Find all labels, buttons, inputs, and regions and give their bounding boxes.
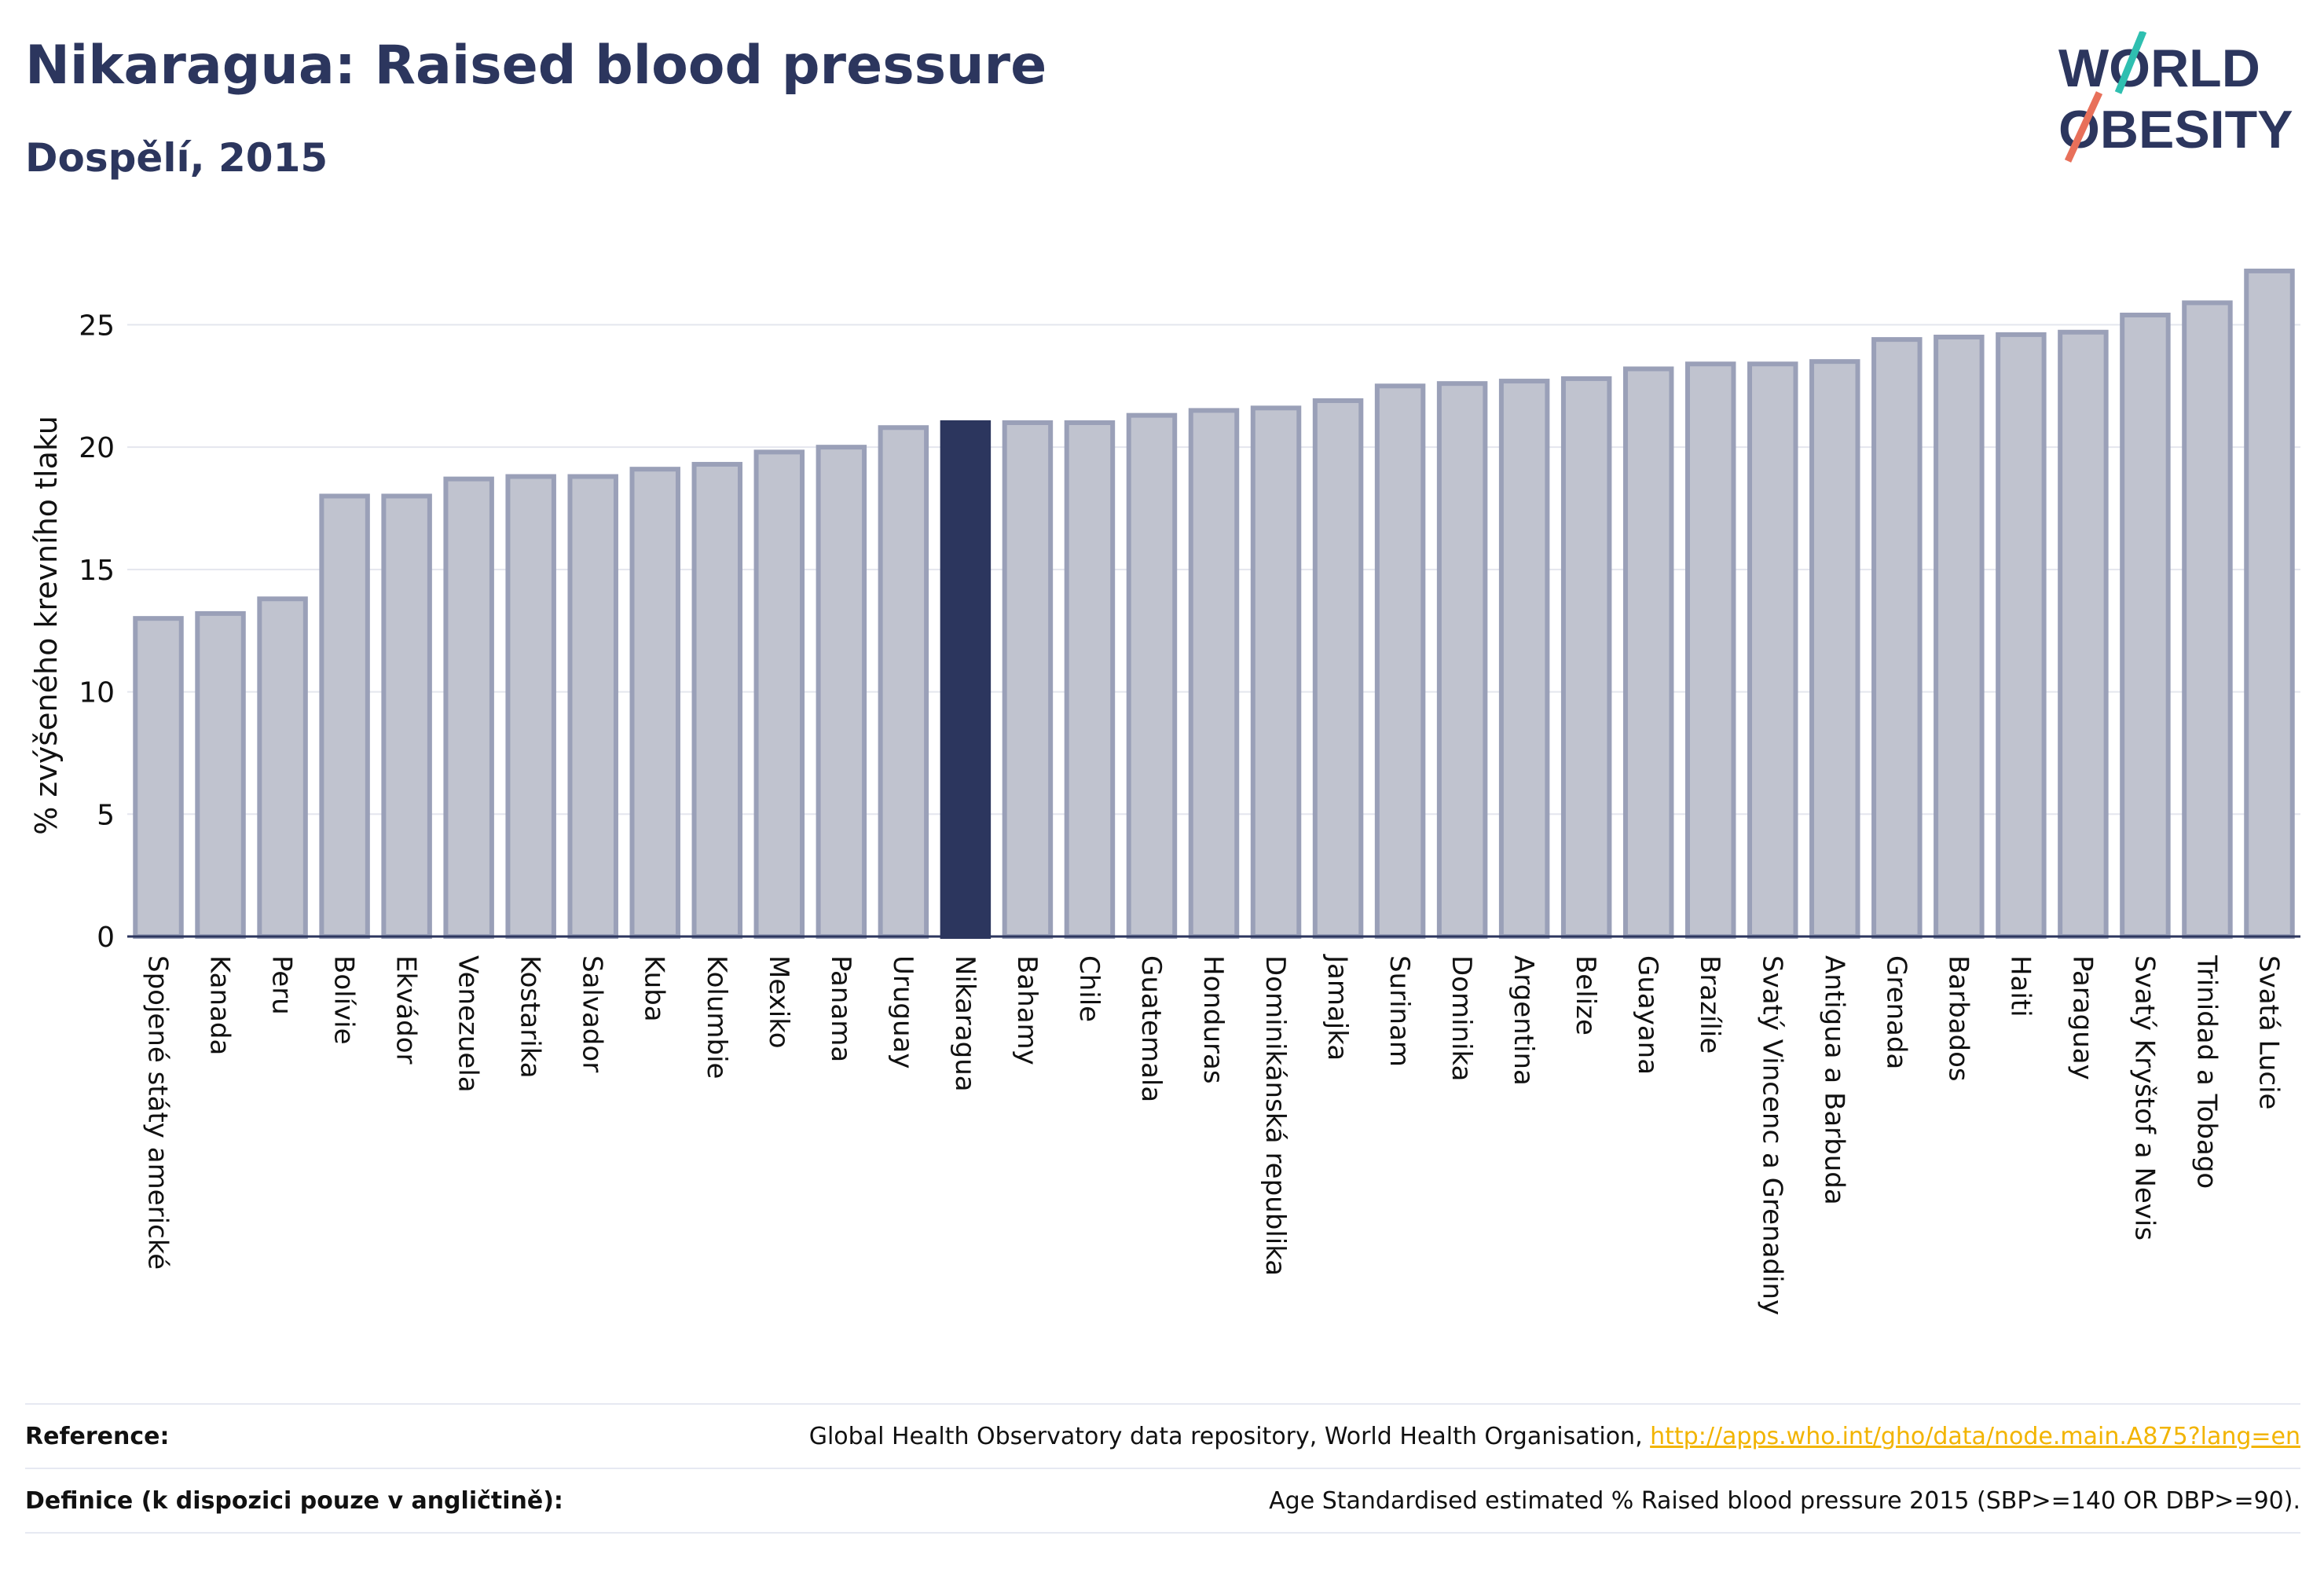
bar-15 (1064, 420, 1116, 939)
bar-18 (1250, 405, 1302, 939)
logo-text-world: WORLD (2058, 38, 2260, 98)
bar-2 (257, 596, 308, 939)
definition-label: Definice (k dispozici pouze v angličtině… (25, 1486, 563, 1515)
x-tick-label: Dominika (1446, 955, 1477, 1081)
bar-29 (1934, 335, 1985, 939)
bar-26 (1747, 361, 1798, 939)
x-tick-label: Spojené státy americké (142, 955, 174, 1270)
x-tick-label: Brazílie (1694, 955, 1725, 1054)
bar-21 (1436, 381, 1488, 939)
x-tick-label: Honduras (1197, 955, 1229, 1084)
x-tick-label: Salvador (577, 955, 608, 1072)
bar-12 (878, 425, 929, 939)
x-tick-label: Jamajka (1321, 954, 1353, 1061)
x-tick-label: Surinam (1384, 955, 1415, 1067)
x-tick-label: Bahamy (1011, 955, 1043, 1065)
y-axis-label: % zvýšeného krevního tlaku (29, 416, 64, 835)
x-tick-label: Panama (825, 955, 856, 1062)
bar-6 (505, 474, 556, 939)
world-obesity-logo: WORLD OBESITY (2058, 31, 2293, 163)
x-tick-label: Guayana (1632, 955, 1663, 1075)
x-tick-label: Mexiko (763, 955, 794, 1049)
logo-text-obesity: OBESITY (2058, 100, 2293, 159)
bar-8 (629, 467, 680, 939)
x-tick-label: Paraguay (2066, 955, 2098, 1080)
bar-31 (2058, 329, 2109, 939)
reference-link[interactable]: http://apps.who.int/gho/data/node.main.A… (1650, 1422, 2300, 1450)
x-tick-label: Kolumbie (701, 955, 732, 1079)
bar-13 (940, 420, 992, 939)
x-tick-label: Dominikánská republika (1259, 955, 1291, 1276)
x-tick-label: Uruguay (887, 955, 918, 1069)
reference-label: Reference: (25, 1422, 170, 1450)
x-tick-label: Guatemala (1135, 955, 1167, 1102)
bar-25 (1684, 361, 1736, 939)
y-tick-label: 25 (79, 310, 115, 342)
x-tick-label: Barbados (1942, 955, 1974, 1082)
bar-10 (753, 449, 805, 939)
y-tick-label: 10 (79, 677, 115, 709)
x-axis-labels: Spojené státy americké Kanada Peru Bolívie E… (142, 954, 2285, 1315)
x-tick-label: Chile (1073, 955, 1105, 1022)
bar-33 (2182, 300, 2233, 939)
x-tick-label: Antigua a Barbuda (1818, 955, 1849, 1205)
bar-34 (2244, 268, 2295, 939)
reference-row: Reference: Global Health Observatory dat… (25, 1403, 2300, 1468)
logo-slash-coral (2064, 91, 2103, 163)
chart-title: Nikaragua: Raised blood pressure (25, 35, 1047, 97)
bar-19 (1312, 398, 1364, 939)
x-tick-label: Kuba (639, 955, 670, 1022)
bar-11 (816, 445, 867, 939)
bar-22 (1498, 379, 1550, 939)
x-tick-label: Nikaragua (949, 955, 981, 1092)
x-tick-label: Svatá Lucie (2253, 955, 2284, 1109)
bar-chart: 0 5 10 15 20 25 Spojené státy americké Kanada P… (29, 268, 2300, 1315)
x-tick-label: Grenada (1880, 955, 1912, 1069)
bar-30 (1996, 332, 2047, 939)
bar-7 (567, 474, 618, 939)
y-tick-label: 5 (97, 799, 115, 831)
x-tick-label: Bolívie (328, 955, 360, 1045)
x-tick-label: Kostarika (515, 955, 546, 1079)
x-tick-label: Haiti (2004, 955, 2036, 1017)
y-tick-label: 0 (97, 922, 115, 954)
x-tick-label: Venezuela (453, 955, 484, 1093)
definition-row: Definice (k dispozici pouze v angličtině… (25, 1468, 2300, 1534)
reference-value: Global Health Observatory data repositor… (809, 1423, 2300, 1450)
bar-14 (1002, 420, 1054, 939)
logo-slash-teal (2114, 31, 2147, 94)
bar-1 (195, 610, 246, 940)
bar-3 (319, 493, 370, 939)
reference-text: Global Health Observatory data repositor… (808, 1422, 1651, 1450)
bar-28 (1871, 337, 1923, 940)
x-tick-label: Kanada (204, 955, 236, 1055)
x-tick-label: Argentina (1508, 955, 1539, 1086)
x-tick-label: Svatý Vincenc a Grenadiny (1756, 955, 1787, 1315)
x-tick-label: Belize (1570, 955, 1601, 1035)
y-tick-label: 15 (79, 555, 115, 587)
definition-text: Age Standardised estimated % Raised bloo… (1269, 1486, 2300, 1515)
bars (133, 268, 2295, 940)
bar-16 (1126, 412, 1178, 939)
bar-20 (1374, 383, 1426, 939)
bar-27 (1809, 359, 1860, 939)
bar-24 (1622, 366, 1674, 939)
x-tick-label: Svatý Kryštof a Nevis (2128, 955, 2160, 1241)
bar-9 (691, 461, 743, 939)
y-axis-ticks: 0 5 10 15 20 25 (79, 310, 115, 954)
bar-23 (1560, 376, 1612, 939)
bar-0 (133, 616, 184, 940)
bar-17 (1188, 408, 1240, 939)
x-tick-label: Trinidad a Tobago (2190, 955, 2222, 1189)
footer: Reference: Global Health Observatory dat… (25, 1403, 2300, 1534)
bar-4 (381, 493, 432, 939)
bar-5 (443, 476, 494, 939)
y-tick-label: 20 (79, 432, 115, 464)
x-tick-label: Ekvádor (390, 955, 422, 1065)
x-tick-label: Peru (266, 955, 298, 1015)
chart-subtitle: Dospělí, 2015 (25, 135, 328, 181)
bar-32 (2120, 312, 2171, 939)
